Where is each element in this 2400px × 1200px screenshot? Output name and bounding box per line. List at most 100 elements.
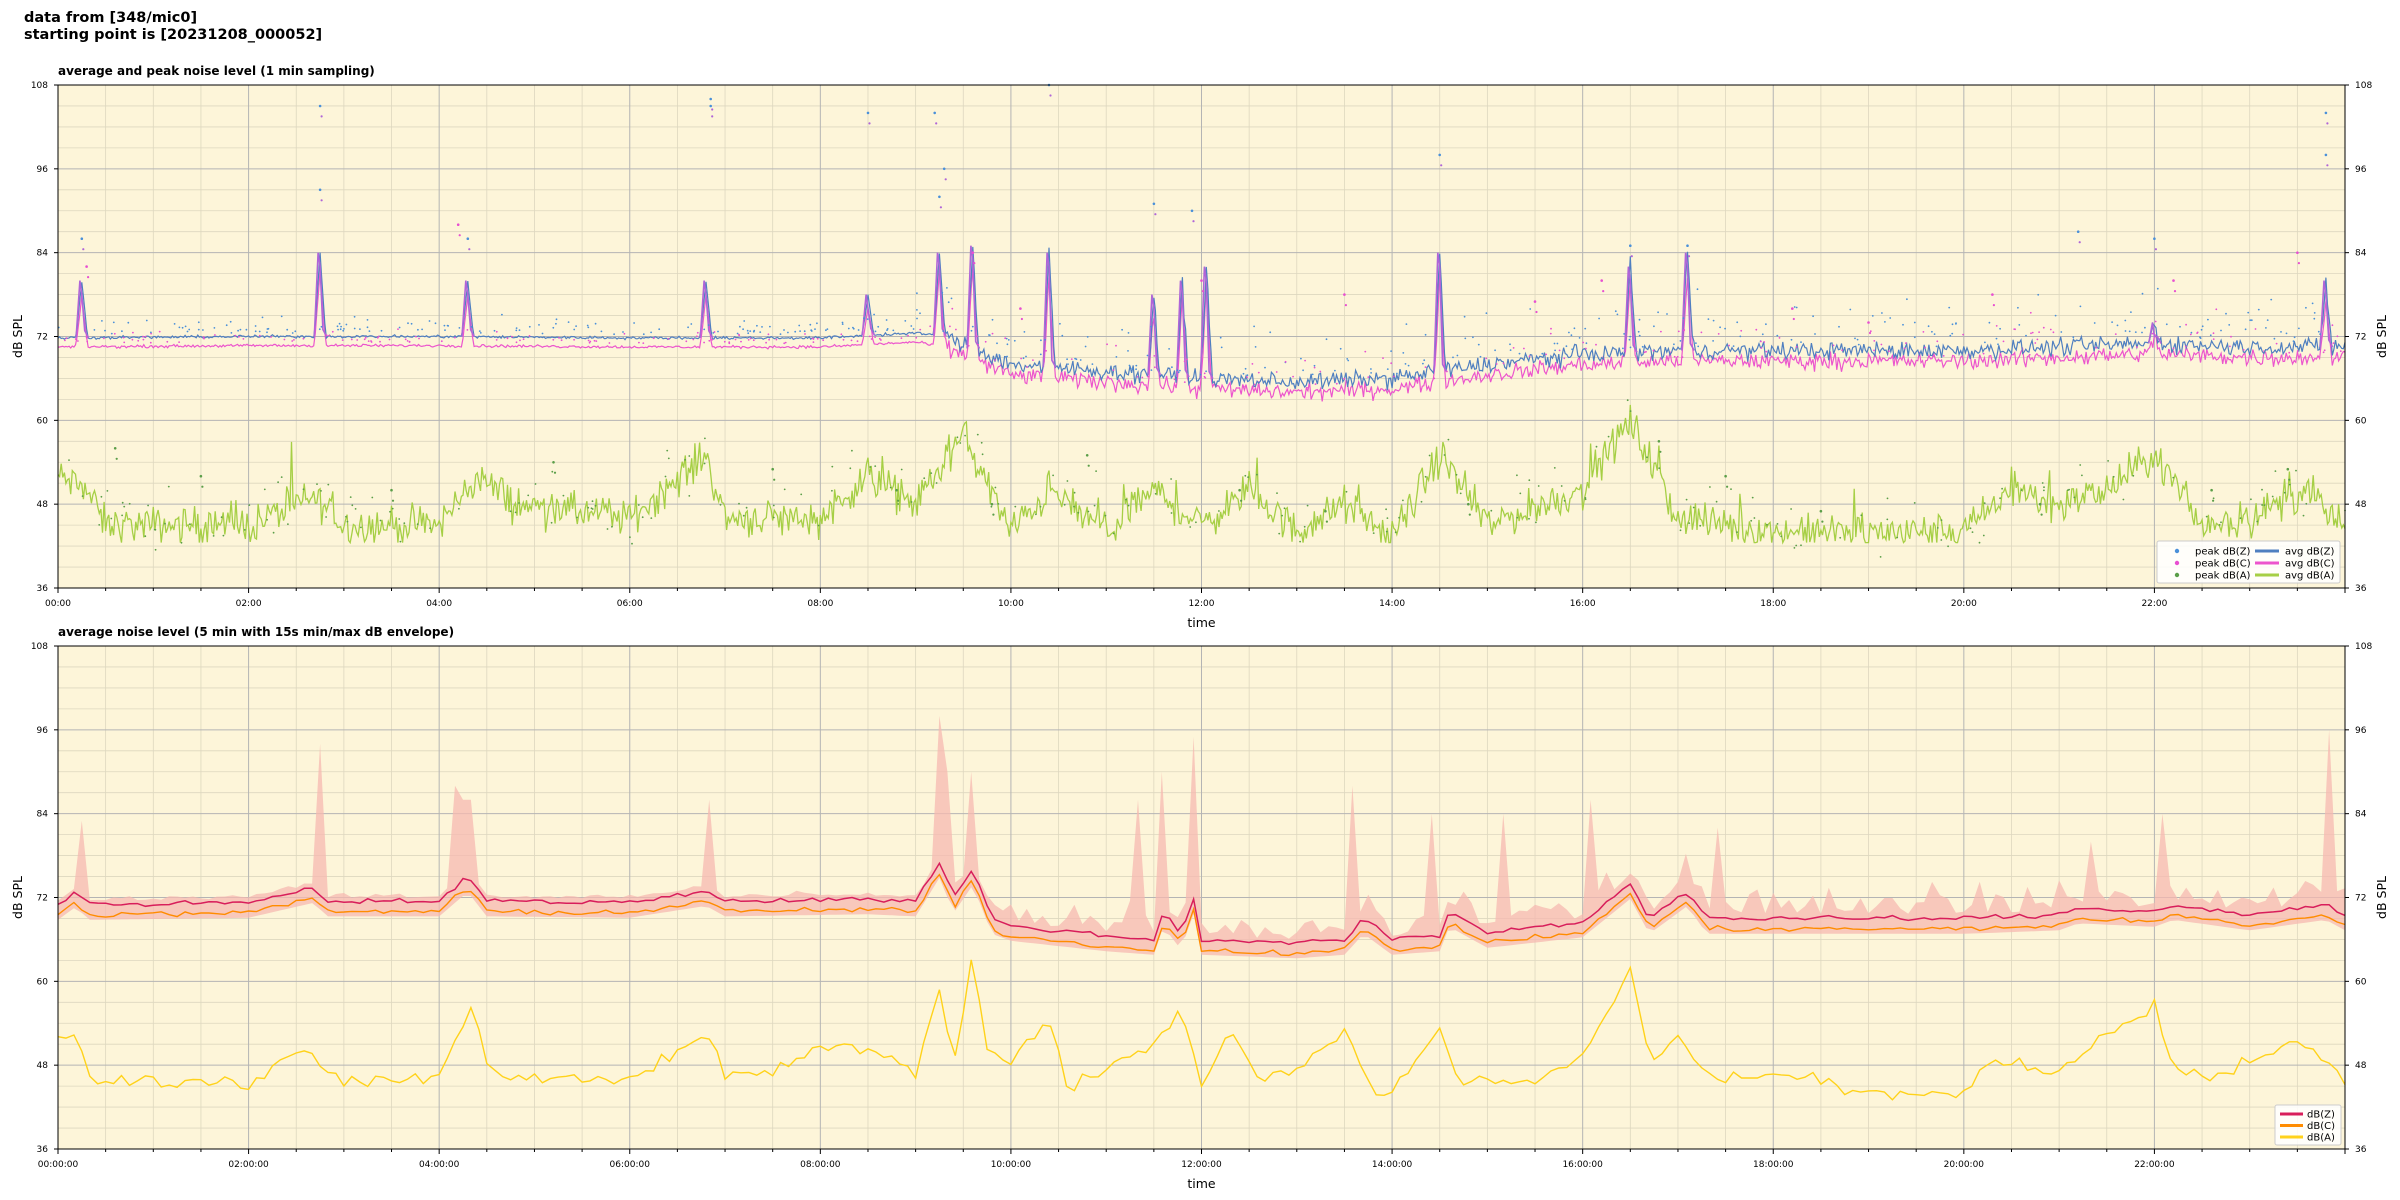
peak-point-high	[1602, 290, 1605, 293]
peak-point-dbz	[1578, 337, 1581, 339]
peak-point-dbz	[353, 315, 356, 318]
peak-point-dbz	[742, 328, 744, 331]
peak-point-dba	[527, 494, 530, 497]
peak-point-dbz	[1584, 327, 1587, 330]
peak-point-dba	[1218, 510, 1220, 512]
peak-point-dba	[1584, 497, 1587, 499]
peak-point-dba	[869, 466, 872, 468]
x-tick-label: 02:00	[236, 599, 262, 609]
peak-point-dbz	[2025, 334, 2027, 337]
peak-point-dbc	[840, 333, 843, 336]
peak-point-dbc	[1681, 356, 1684, 359]
peak-point-dbz	[2220, 329, 2222, 332]
y-tick-label: 48	[37, 1061, 49, 1071]
peak-point-dbc	[775, 338, 778, 341]
peak-point-dbz	[1135, 368, 1137, 371]
peak-point-dbc	[919, 328, 922, 331]
peak-point-dbc	[1903, 347, 1906, 350]
peak-point-dba	[2122, 498, 2125, 501]
peak-point-dbc	[1147, 375, 1149, 378]
peak-point-dbc	[1274, 386, 1277, 389]
peak-point-dbc	[454, 336, 456, 339]
peak-point-high	[318, 104, 322, 108]
peak-point-dbc	[1563, 357, 1566, 360]
peak-point-dba	[2302, 514, 2305, 517]
peak-point-dbc	[1683, 329, 1686, 331]
x-tick-label: 18:00	[1760, 599, 1786, 609]
peak-point-high	[1152, 202, 1156, 206]
peak-point-dba	[831, 489, 833, 492]
peak-point-dbz	[555, 318, 558, 321]
peak-point-dba	[849, 467, 852, 470]
peak-point-dbz	[444, 329, 446, 331]
peak-point-dbz	[339, 328, 342, 331]
peak-point-dbc	[667, 337, 670, 340]
peak-point-dbc	[1676, 355, 1679, 358]
peak-spike	[1175, 280, 1190, 378]
peak-point-dbz	[2156, 287, 2159, 290]
peak-point-dbc	[364, 336, 367, 339]
peak-point-dbc	[2136, 346, 2138, 348]
peak-point-dbz	[650, 331, 652, 334]
peak-point-dbz	[2266, 319, 2269, 321]
peak-point-dbc	[528, 335, 531, 337]
peak-point-dbz	[1518, 352, 1521, 355]
peak-point-high	[1792, 317, 1795, 321]
peak-point-dba	[222, 534, 225, 537]
peak-point-dbc	[178, 341, 181, 343]
peak-point-dbc	[406, 340, 409, 342]
peak-point-dba	[1385, 508, 1387, 511]
peak-point-dbz	[197, 321, 200, 324]
peak-point-dbz	[1854, 337, 1856, 340]
peak-point-high	[1791, 307, 1794, 310]
peak-point-dba	[1095, 470, 1097, 472]
peak-point-high	[1659, 450, 1662, 453]
peak-point-high	[1324, 509, 1327, 513]
peak-point-high	[2210, 488, 2213, 492]
peak-point-dba	[121, 514, 123, 517]
peak-point-dbc	[1292, 375, 1294, 378]
peak-point-dbc	[1924, 346, 1926, 349]
peak-point-dbc	[1032, 359, 1034, 361]
peak-point-dbc	[2002, 340, 2005, 343]
peak-point-dbz	[515, 329, 518, 332]
peak-point-dbc	[522, 338, 525, 341]
peak-point-dbc	[1942, 355, 1945, 357]
series-dbz	[57, 861, 2346, 946]
peak-spike	[461, 280, 476, 338]
peak-point-dbz	[1812, 315, 1814, 318]
peak-point-dba	[189, 523, 191, 526]
peak-point-dba	[518, 502, 520, 504]
peak-point-dba	[389, 510, 391, 513]
peak-point-dba	[1490, 509, 1493, 512]
peak-point-dbz	[1477, 343, 1480, 346]
y-tick-label: 72	[37, 894, 48, 904]
peak-point-dbz	[202, 329, 204, 331]
peak-point-dbc	[1204, 377, 1207, 379]
peak-point-dba	[1999, 497, 2001, 500]
peak-point-high	[1087, 464, 1090, 467]
peak-point-dbz	[1424, 333, 1427, 336]
peak-point-dba	[2250, 498, 2252, 501]
peak-point-dbz	[2249, 319, 2252, 322]
peak-point-dbz	[1339, 347, 1342, 350]
x-tick-label: 12:00:00	[1181, 1160, 1222, 1170]
peak-point-dbz	[600, 330, 603, 333]
peak-point-dbz	[1529, 308, 1532, 310]
peak-point-dba	[1584, 498, 1587, 501]
peak-point-dba	[550, 521, 553, 524]
peak-point-dbc	[2143, 348, 2146, 351]
peak-point-dbz	[1219, 374, 1222, 377]
peak-point-dbc	[376, 336, 379, 339]
peak-point-high	[944, 178, 947, 181]
peak-point-dba	[631, 542, 633, 545]
peak-point-dba	[1607, 435, 1610, 438]
peak-point-dbz	[366, 326, 369, 329]
peak-point-dbc	[415, 335, 417, 338]
peak-point-dba	[1035, 513, 1037, 516]
peak-point-dbc	[1582, 341, 1585, 344]
peak-points	[57, 83, 2346, 558]
y-tick-label: 60	[37, 977, 49, 987]
peak-point-dbz	[447, 325, 450, 327]
peak-point-high	[709, 104, 712, 108]
